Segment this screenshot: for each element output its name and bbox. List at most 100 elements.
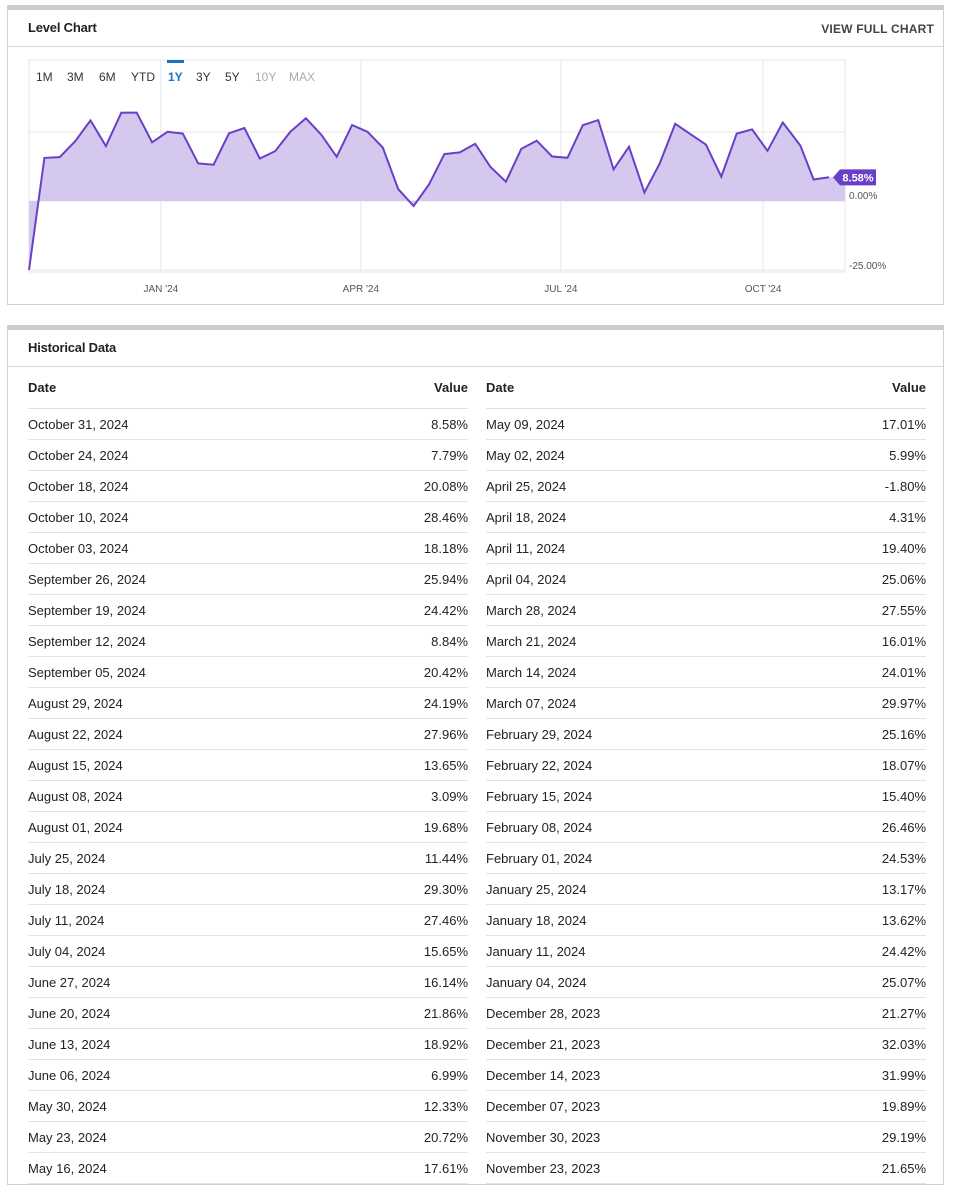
date-cell: March 21, 2024 — [486, 634, 577, 649]
table-row: October 10, 2024 28.46% — [28, 502, 468, 533]
zoom-hint: Select area to zoom — [761, 66, 835, 100]
value-cell: 8.58% — [431, 417, 468, 432]
range-button-10y[interactable]: 10Y — [255, 70, 277, 84]
value-cell: 25.06% — [881, 572, 926, 587]
value-cell: 4.31% — [889, 510, 926, 525]
value-cell: 5.99% — [889, 448, 926, 463]
date-cell: October 10, 2024 — [28, 510, 129, 525]
date-cell: December 21, 2023 — [486, 1037, 601, 1052]
date-cell: May 30, 2024 — [28, 1099, 107, 1114]
table-row: May 23, 2024 20.72% — [28, 1122, 468, 1153]
table-row: March 28, 2024 27.55% — [486, 595, 926, 626]
table-row: April 11, 2024 19.40% — [486, 533, 926, 564]
table-row: May 16, 2024 17.61% — [28, 1153, 468, 1184]
date-column-header: Date — [486, 380, 515, 395]
value-cell: 21.27% — [881, 1006, 926, 1021]
date-cell: September 26, 2024 — [28, 572, 146, 587]
value-cell: 18.18% — [423, 541, 468, 556]
table-row: April 25, 2024 -1.80% — [486, 471, 926, 502]
table-row: June 13, 2024 18.92% — [28, 1029, 468, 1060]
date-cell: September 05, 2024 — [28, 665, 146, 680]
table-row: September 26, 2024 25.94% — [28, 564, 468, 595]
date-cell: June 13, 2024 — [28, 1037, 111, 1052]
table-row: December 07, 2023 19.89% — [486, 1091, 926, 1122]
value-cell: 20.08% — [423, 479, 468, 494]
value-cell: 8.84% — [431, 634, 468, 649]
table-row: December 28, 2023 21.27% — [486, 998, 926, 1029]
value-cell: 13.65% — [423, 758, 468, 773]
table-row: August 08, 2024 3.09% — [28, 781, 468, 812]
table-row: September 19, 2024 24.42% — [28, 595, 468, 626]
table-body: October 31, 2024 8.58% October 24, 2024 7.7… — [28, 409, 468, 1184]
date-cell: December 28, 2023 — [486, 1006, 601, 1021]
date-cell: October 24, 2024 — [28, 448, 129, 463]
value-column-header: Value — [892, 380, 926, 395]
table-row: July 11, 2024 27.46% — [28, 905, 468, 936]
range-button-ytd[interactable]: YTD — [131, 70, 155, 84]
table-row: May 09, 2024 17.01% — [486, 409, 926, 440]
table-row: February 15, 2024 15.40% — [486, 781, 926, 812]
historical-table-right: Date Value May 09, 2024 17.01% May 02, 202… — [486, 374, 926, 1184]
value-cell: 28.46% — [423, 510, 468, 525]
table-row: January 25, 2024 13.17% — [486, 874, 926, 905]
table-row: February 08, 2024 26.46% — [486, 812, 926, 843]
value-cell: 21.86% — [423, 1006, 468, 1021]
date-cell: February 29, 2024 — [486, 727, 593, 742]
view-full-chart-link[interactable]: VIEW FULL CHART — [821, 22, 934, 36]
value-cell: 17.01% — [881, 417, 926, 432]
date-cell: November 23, 2023 — [486, 1161, 601, 1176]
date-column-header: Date — [28, 380, 57, 395]
date-cell: April 25, 2024 — [486, 479, 567, 494]
table-row: January 18, 2024 13.62% — [486, 905, 926, 936]
historical-data-panel: Historical Data Date Value October 31, 2… — [7, 325, 944, 1185]
table-row: October 31, 2024 8.58% — [28, 409, 468, 440]
table-row: April 04, 2024 25.06% — [486, 564, 926, 595]
value-cell: 13.62% — [881, 913, 926, 928]
date-cell: August 01, 2024 — [28, 820, 123, 835]
table-row: October 18, 2024 20.08% — [28, 471, 468, 502]
table-row: October 03, 2024 18.18% — [28, 533, 468, 564]
date-cell: February 08, 2024 — [486, 820, 593, 835]
range-button-5y[interactable]: 5Y — [225, 70, 240, 84]
value-cell: 26.46% — [881, 820, 926, 835]
value-cell: 27.96% — [423, 727, 468, 742]
date-cell: September 12, 2024 — [28, 634, 146, 649]
date-cell: July 25, 2024 — [28, 851, 106, 866]
zoom-hint-line1: Select area — [772, 72, 824, 83]
range-button-6m[interactable]: 6M — [99, 70, 116, 84]
value-cell: 3.09% — [431, 789, 468, 804]
range-button-1y[interactable]: 1Y — [167, 60, 184, 84]
value-cell: 12.33% — [423, 1099, 468, 1114]
table-row: December 14, 2023 31.99% — [486, 1060, 926, 1091]
zoom-hint-line2: to zoom — [780, 84, 816, 95]
table-body: May 09, 2024 17.01% May 02, 2024 5.99% April… — [486, 409, 926, 1184]
value-cell: 19.68% — [423, 820, 468, 835]
table-row: May 02, 2024 5.99% — [486, 440, 926, 471]
table-row: July 18, 2024 29.30% — [28, 874, 468, 905]
date-cell: November 30, 2023 — [486, 1130, 601, 1145]
date-cell: December 14, 2023 — [486, 1068, 601, 1083]
table-row: August 01, 2024 19.68% — [28, 812, 468, 843]
historical-data-title: Historical Data — [28, 340, 117, 355]
table-row: July 25, 2024 11.44% — [28, 843, 468, 874]
range-button-3y[interactable]: 3Y — [196, 70, 211, 84]
table-row: September 12, 2024 8.84% — [28, 626, 468, 657]
value-cell: 11.44% — [424, 851, 468, 866]
date-cell: October 18, 2024 — [28, 479, 129, 494]
date-cell: January 04, 2024 — [486, 975, 587, 990]
table-row: June 06, 2024 6.99% — [28, 1060, 468, 1091]
date-cell: June 20, 2024 — [28, 1006, 111, 1021]
table-row: June 27, 2024 16.14% — [28, 967, 468, 998]
date-cell: January 18, 2024 — [486, 913, 587, 928]
historical-data-header: Historical Data — [8, 330, 943, 367]
date-cell: July 04, 2024 — [28, 944, 106, 959]
value-cell: 18.07% — [881, 758, 926, 773]
table-row: January 11, 2024 24.42% — [486, 936, 926, 967]
range-button-3m[interactable]: 3M — [67, 70, 84, 84]
range-button-max[interactable]: MAX — [289, 70, 316, 84]
range-button-1m[interactable]: 1M — [36, 70, 53, 84]
value-cell: 19.40% — [881, 541, 926, 556]
date-cell: June 27, 2024 — [28, 975, 111, 990]
date-cell: May 23, 2024 — [28, 1130, 107, 1145]
table-row: February 29, 2024 25.16% — [486, 719, 926, 750]
